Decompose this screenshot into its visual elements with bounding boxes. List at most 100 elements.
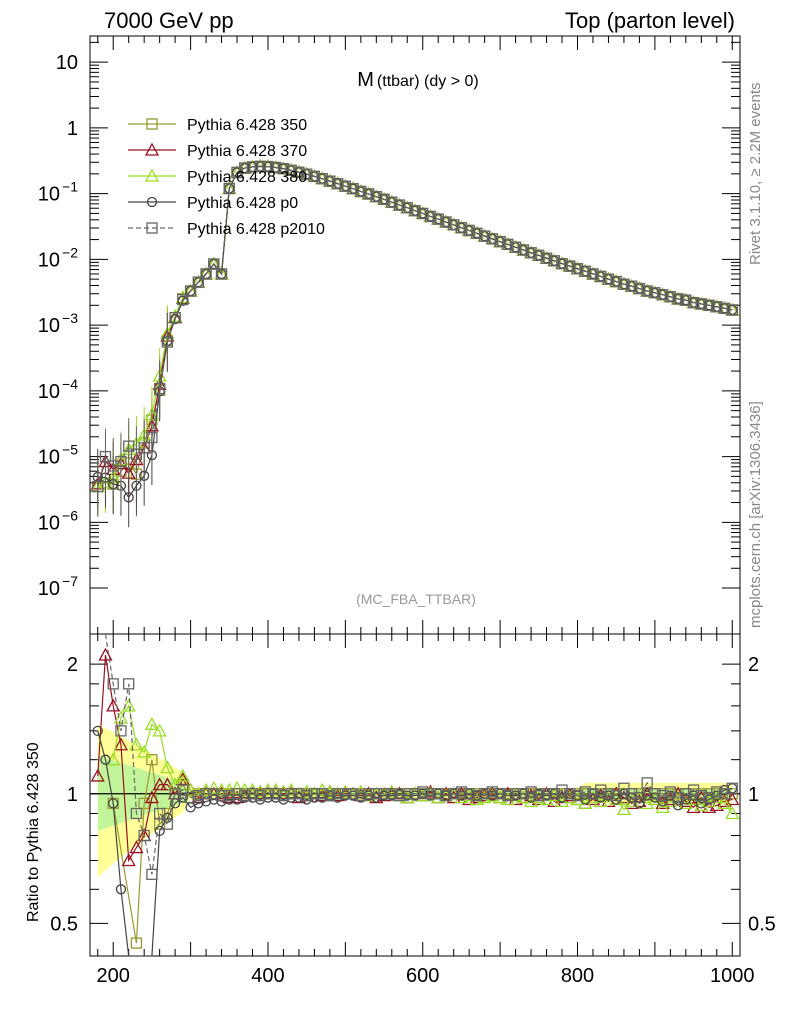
series-4-point [386, 196, 398, 208]
series-4-point [200, 268, 212, 280]
series-4-point [656, 289, 669, 301]
series-4-point [502, 238, 514, 251]
series-0-line [97, 165, 733, 488]
series-3-ratio-point [92, 725, 103, 737]
series-2-ratio-point [129, 737, 144, 751]
series-4-ratio-point [169, 788, 181, 800]
series-4-ratio-point [324, 790, 336, 802]
x-tick-label: 800 [561, 965, 594, 987]
series-4-point [556, 258, 568, 270]
series-4-ratio-point [564, 788, 576, 800]
y-tick-exponent: −4 [62, 376, 78, 392]
series-2-ratio-point [245, 782, 260, 796]
y-tick-label: 10 [38, 184, 60, 206]
series-3-ratio-point [595, 792, 606, 803]
series-4-ratio-point [285, 788, 297, 800]
series-4-point [99, 450, 112, 463]
series-4-ratio-point [339, 788, 352, 800]
main-title-symbol: M [357, 69, 374, 91]
main-title-suffix: (ttbar) (dy > 0) [377, 73, 479, 90]
series-4-ratio-point [579, 786, 591, 798]
series-4-point [494, 236, 506, 248]
main-title: M (ttbar) (dy > 0) [357, 69, 478, 91]
series-4-point [602, 273, 615, 285]
series-4-ratio-point [184, 791, 197, 804]
series-4-point [169, 311, 181, 324]
series-3-ratio-line [97, 730, 733, 957]
series-4-point [239, 162, 251, 174]
ratio-y-tick-label-right: 1 [748, 784, 759, 806]
series-0-ratio-point [153, 818, 166, 830]
series-4-ratio-point [262, 788, 274, 800]
series-4-point [409, 205, 421, 217]
series-4-point [424, 210, 437, 223]
series-1-ratio-point [144, 790, 159, 804]
series-4-ratio-point [455, 786, 468, 798]
series-4-point [215, 268, 228, 280]
series-4-ratio-point [146, 868, 158, 880]
series-4-ratio-point [409, 788, 421, 800]
series-2-ratio-point [160, 760, 175, 774]
series-4-point [308, 170, 321, 183]
series-4-point [641, 285, 653, 297]
series-4-ratio-point [711, 786, 723, 798]
series-4-ratio-point [370, 788, 382, 800]
series-4-point [208, 258, 220, 270]
analysis-label: (MC_FBA_TTBAR) [356, 591, 476, 607]
series-4-point [417, 207, 429, 220]
series-4-point [726, 304, 738, 316]
series-4-point [548, 255, 560, 267]
series-4-point [633, 282, 646, 295]
series-3-ratio-point [216, 796, 227, 807]
series-4-ratio-point [308, 788, 321, 800]
series-4-ratio-point [641, 777, 653, 789]
series-4-point [138, 442, 150, 454]
series-4-ratio-point [355, 790, 367, 802]
legend-label-4: Pythia 6.428 p2010 [187, 221, 325, 238]
legend-label-0: Pythia 6.428 350 [187, 117, 307, 134]
series-4-ratio-point [478, 788, 491, 800]
series-4-ratio-point [123, 678, 135, 690]
series-4-ratio-point [602, 788, 615, 800]
series-2-ratio-point [137, 744, 152, 758]
series-4-ratio-point [649, 788, 661, 800]
series-4-point [285, 164, 297, 177]
series-4-ratio-point [138, 829, 150, 842]
legend-label-1: Pythia 6.428 370 [187, 143, 307, 160]
y-tick-label: 10 [38, 447, 60, 469]
series-4-ratio-point [463, 788, 475, 800]
series-4-point [448, 219, 460, 231]
series-3-ratio-point [231, 794, 243, 805]
series-4-ratio-point [424, 788, 437, 800]
series-4-ratio-point [610, 790, 622, 802]
series-3-point [123, 492, 134, 503]
legend-label-2: Pythia 6.428 380 [187, 169, 307, 186]
ratio-y-tick-label-right: 2 [748, 654, 759, 676]
series-2-ratio-point [725, 806, 740, 820]
series-4-point [277, 162, 290, 175]
series-4-ratio-point [509, 788, 522, 800]
series-4-ratio-point [331, 788, 344, 800]
series-4-point [711, 301, 723, 313]
series-4-point [687, 296, 700, 309]
series-2-ratio-point [616, 802, 632, 816]
series-3-ratio-point [657, 796, 668, 807]
series-4-point [270, 161, 282, 174]
series-4-ratio-point [525, 786, 537, 798]
series-4-point [564, 260, 576, 272]
series-0-ratio-point [138, 797, 150, 810]
series-4-point [533, 249, 545, 262]
ratio-y-tick-label: 2 [67, 654, 78, 676]
series-4-point [262, 160, 274, 173]
series-4-point [246, 161, 259, 173]
series-4-ratio-point [192, 790, 204, 802]
series-4-ratio-point [695, 790, 707, 802]
series-4-point [509, 241, 522, 253]
series-4-ratio-point [223, 790, 235, 802]
series-4-ratio-point [587, 788, 599, 800]
series-4-point [486, 233, 499, 245]
series-4-point [695, 298, 707, 310]
y-tick-label: 10 [56, 52, 78, 74]
series-4-ratio-point [293, 788, 305, 800]
